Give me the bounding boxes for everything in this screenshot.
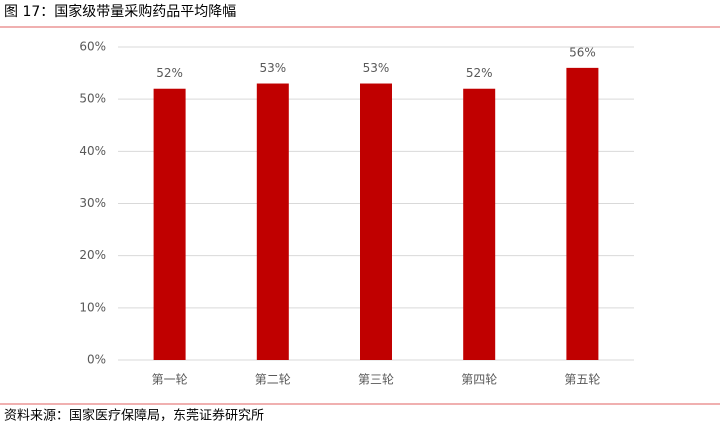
x-tick-label: 第二轮	[255, 373, 291, 387]
bar	[463, 88, 496, 360]
value-label: 53%	[363, 61, 390, 75]
y-tick-label: 50%	[79, 92, 106, 106]
y-tick-label: 40%	[79, 144, 106, 158]
x-tick-label: 第一轮	[152, 373, 188, 387]
value-label: 56%	[569, 45, 596, 59]
chart-title: 图 17：国家级带量采购药品平均降幅	[4, 3, 236, 20]
source: 资料来源：国家医疗保障局，东莞证券研究所	[4, 408, 264, 424]
value-label: 53%	[259, 61, 286, 75]
bar	[153, 88, 186, 360]
y-tick-label: 30%	[79, 196, 106, 210]
y-tick-label: 20%	[79, 248, 106, 262]
y-tick-label: 10%	[79, 300, 106, 314]
bar	[566, 67, 599, 360]
bar	[256, 83, 289, 361]
x-tick-label: 第五轮	[564, 373, 600, 387]
value-label: 52%	[466, 66, 493, 80]
bar	[360, 83, 392, 361]
x-tick-label: 第三轮	[358, 373, 394, 387]
value-label: 52%	[156, 66, 183, 80]
y-tick-label: 0%	[87, 353, 106, 367]
y-tick-label: 60%	[79, 40, 106, 54]
x-tick-label: 第四轮	[461, 373, 497, 387]
